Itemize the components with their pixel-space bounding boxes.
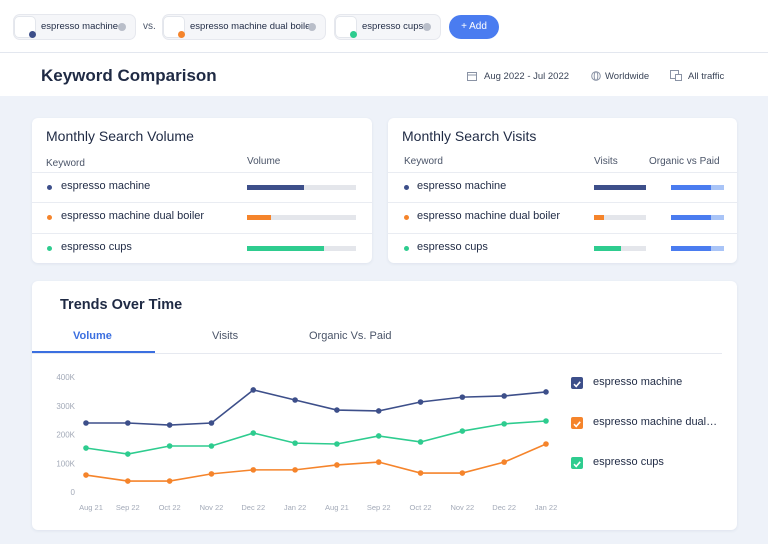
volume-card: [32, 118, 372, 263]
chip-dot: [29, 31, 36, 38]
header: [0, 53, 768, 96]
column-header: Organic vs Paid: [649, 156, 720, 167]
row-line: [32, 233, 372, 234]
keyword: espresso cups: [61, 241, 132, 253]
add-button[interactable]: + Add: [449, 15, 499, 39]
column-header: Keyword: [404, 156, 443, 167]
check-icon: [573, 461, 581, 468]
bar-track: [247, 215, 356, 220]
legend-label[interactable]: espresso machine dual boiler: [593, 416, 718, 428]
organic-bar: [671, 246, 711, 251]
keyword-chip[interactable]: espresso machine dual boiler: [163, 15, 325, 39]
card-title: Monthly Search Volume: [46, 128, 194, 144]
remove-button[interactable]: [308, 23, 316, 31]
row-line: [388, 233, 737, 234]
remove-button[interactable]: [423, 23, 431, 31]
row-line: [32, 202, 372, 203]
page-title: Keyword Comparison: [41, 66, 217, 85]
row-dot: [404, 246, 409, 251]
keyword: espresso cups: [417, 241, 488, 253]
keyword: espresso machine: [61, 180, 151, 192]
traffic-icon: [670, 70, 682, 81]
column-header: Keyword: [46, 158, 85, 169]
visits-bar: [594, 185, 646, 190]
row-line: [388, 172, 737, 173]
location[interactable]: Worldwide: [605, 71, 650, 82]
row-dot: [404, 215, 409, 220]
active-tab-underline: [32, 351, 155, 353]
row-line: [32, 172, 372, 173]
keyword: espresso machine dual boiler: [417, 210, 561, 222]
chip-dot: [178, 31, 185, 38]
volume-bar: [247, 185, 304, 190]
bar-track: [594, 215, 646, 220]
globe-icon: [591, 71, 601, 81]
volume-bar: [247, 246, 325, 251]
calendar-icon: [467, 72, 477, 81]
trends-card: [32, 281, 737, 530]
legend-label[interactable]: espresso cups: [593, 456, 664, 468]
tab[interactable]: Volume: [73, 330, 112, 342]
card-title: Monthly Search Visits: [402, 128, 537, 144]
keyword-chip[interactable]: espresso machine: [14, 15, 135, 39]
keyword: espresso machine dual boiler: [61, 210, 205, 222]
tab[interactable]: Visits: [212, 330, 239, 342]
card-title: Trends Over Time: [60, 297, 183, 313]
vs-label: vs.: [143, 21, 156, 32]
legend-label[interactable]: espresso machine: [593, 376, 683, 388]
traffic[interactable]: All traffic: [688, 71, 725, 82]
chip-label: espresso machine dual boiler: [190, 21, 314, 32]
visits-card: [388, 118, 737, 263]
row-dot: [47, 215, 52, 220]
chip-label: espresso cups: [362, 21, 424, 32]
visits-bar: [594, 215, 605, 220]
visits-bar: [594, 246, 622, 251]
column-header: Volume: [247, 156, 281, 167]
keyword-chip[interactable]: espresso cups: [335, 15, 440, 39]
remove-button[interactable]: [118, 23, 126, 31]
organic-bar: [671, 185, 711, 190]
legend-checkbox[interactable]: [571, 377, 583, 389]
row-dot: [47, 246, 52, 251]
check-icon: [573, 381, 581, 388]
tab-divider: [32, 353, 722, 354]
keyword: espresso machine: [417, 180, 507, 192]
volume-bar: [247, 215, 271, 220]
column-header: Visits: [594, 156, 618, 167]
legend-checkbox[interactable]: [571, 457, 583, 469]
row-dot: [47, 185, 52, 190]
row-dot: [404, 185, 409, 190]
row-line: [388, 202, 737, 203]
organic-bar: [671, 215, 711, 220]
legend-checkbox[interactable]: [571, 417, 583, 429]
chip-label: espresso machine: [41, 21, 119, 32]
date-range[interactable]: Aug 2022 - Jul 2022: [484, 71, 570, 82]
check-icon: [573, 421, 581, 428]
chip-dot: [350, 31, 357, 38]
tab[interactable]: Organic Vs. Paid: [309, 330, 392, 342]
